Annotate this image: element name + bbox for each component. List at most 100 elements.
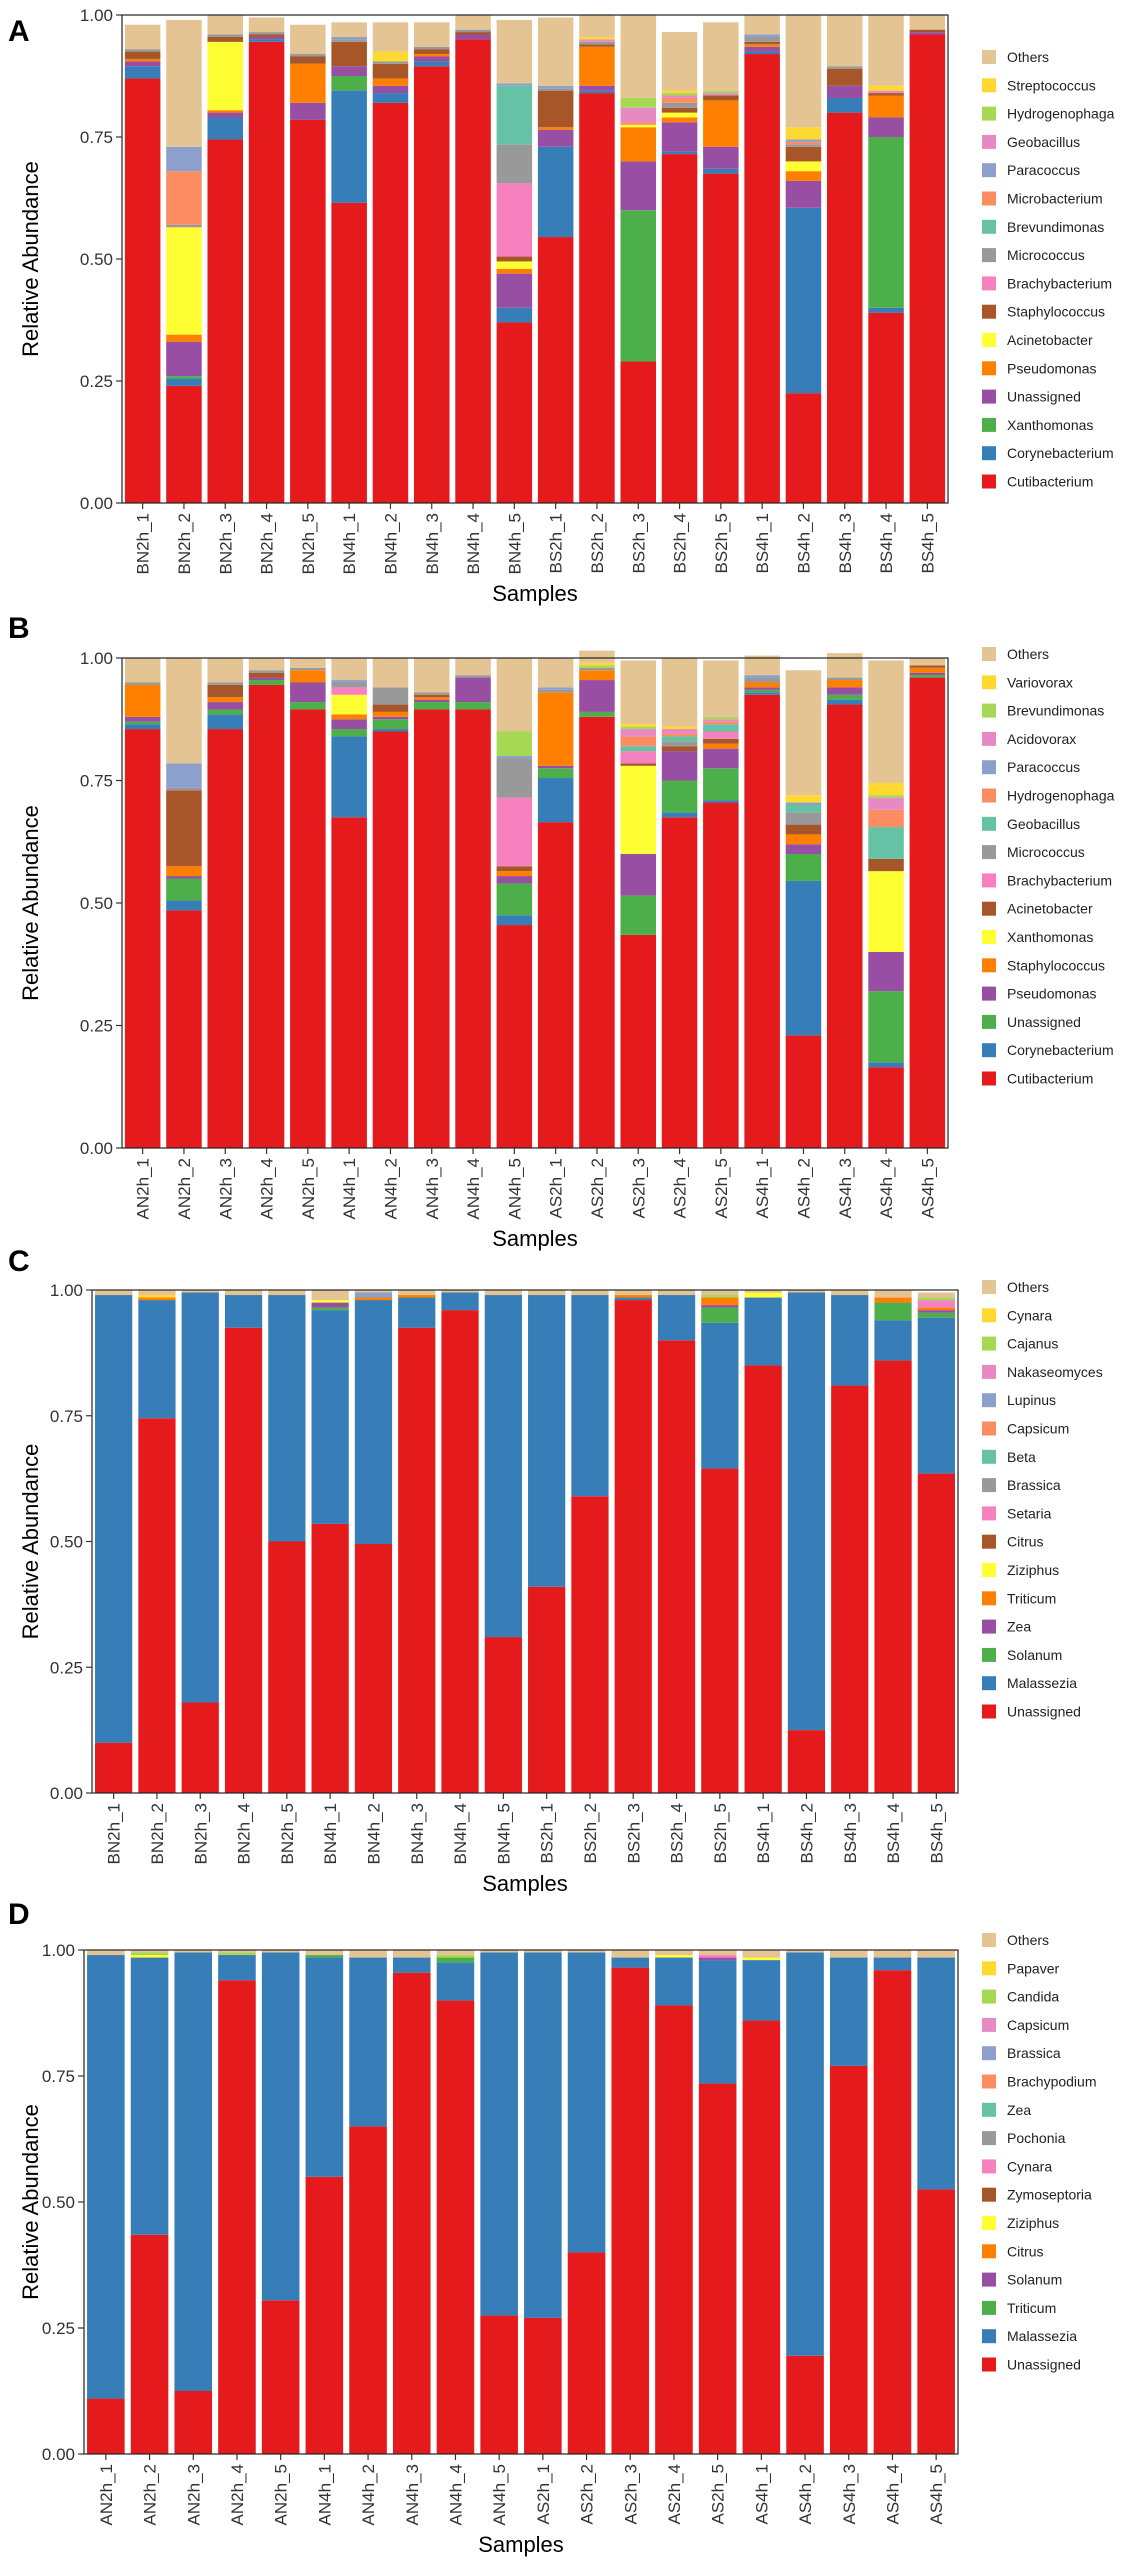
x-tick-label: BS4h_5 <box>918 513 937 574</box>
chart-panels: A 0.00 0.25 0.50 0.75 1.00 BN2h_1 BN2h_2 BN2h_3 B… <box>8 6 1115 2557</box>
bar-segment-others <box>698 1950 737 1956</box>
x-tick-label: BS4h_3 <box>836 513 855 574</box>
legend-swatch <box>982 1449 996 1464</box>
bar-segment-acinetobacter <box>620 763 657 766</box>
bar-segment-micrococcus <box>537 689 574 693</box>
bar-segment-micrococcus <box>248 670 285 673</box>
x-tick-label: AS2h_2 <box>588 1158 607 1219</box>
bar-segment-cutibacterium <box>455 39 491 504</box>
bar-segment-others <box>124 658 161 683</box>
legend-swatch <box>982 1336 996 1351</box>
bars <box>124 15 946 504</box>
bar-segment-setaria <box>917 1302 955 1308</box>
bar-segment-cynara <box>138 1295 176 1298</box>
bar-segment-paracoccus <box>744 34 780 37</box>
legend-swatch <box>982 276 996 291</box>
bar-segment-brevundimonas <box>496 85 533 145</box>
x-tick-label: AN4h_5 <box>505 1158 524 1219</box>
legend: Others Streptococcus Hydrogenophaga Geobaci… <box>982 49 1115 490</box>
bar-segment-cutibacterium <box>331 817 367 1148</box>
bar-segment-others <box>537 658 574 688</box>
legend-swatch <box>982 1280 996 1294</box>
x-tick-label: AN2h_4 <box>258 1158 277 1219</box>
bar-segment-corynebacterium <box>826 699 863 705</box>
bar-segment-malassezia <box>354 1300 393 1545</box>
bar-segment-micrococcus <box>166 224 202 228</box>
bar-segment-others <box>873 1950 912 1958</box>
bar-segment-corynebacterium <box>372 729 409 732</box>
bar-segment-staphylococcus <box>372 711 409 717</box>
x-tick-label: BS2h_3 <box>629 513 648 574</box>
bar-segment-others <box>744 655 780 676</box>
bar-segment-others <box>392 1950 431 1958</box>
legend-label: Paracoccus <box>1007 162 1080 178</box>
bar-segment-micrococcus <box>661 102 698 108</box>
bar-segment-malassezia <box>744 1297 782 1366</box>
bar-segment-geobacillus <box>620 107 657 123</box>
bar-segment-corynebacterium <box>537 146 574 238</box>
bar-segment-others <box>661 32 698 91</box>
bar-segment-corynebacterium <box>413 61 450 67</box>
bar-segment-cutibacterium <box>372 102 409 503</box>
legend-swatch <box>982 760 996 775</box>
bar-segment-others <box>130 1950 169 1953</box>
bar-segment-unassigned <box>441 1310 479 1793</box>
bar-segment-pseudomonas <box>124 716 161 722</box>
x-tick-label: AN2h_3 <box>184 2464 203 2525</box>
legend-swatch <box>982 1619 996 1634</box>
x-tick-label: AS2h_1 <box>547 1158 566 1219</box>
legend-swatch <box>982 1591 996 1606</box>
legend-label: Acinetobacter <box>1007 332 1093 348</box>
bar-segment-others <box>331 22 367 37</box>
bar-segment-unassigned <box>786 2355 824 2454</box>
bar-segment-pseudomonas <box>909 672 946 676</box>
legend-swatch <box>982 219 996 234</box>
x-tick-label: AN2h_2 <box>141 2464 160 2525</box>
bar-segment-others <box>413 22 450 47</box>
legend: Others Cynara Cajanus Nakaseomyces Lupinus Ca… <box>982 1279 1103 1720</box>
bar-segment-malassezia <box>130 1957 169 2235</box>
bar-segment-others <box>496 19 533 84</box>
bar-segment-micrococcus <box>826 66 863 69</box>
bar-segment-variovorax <box>620 724 657 727</box>
legend-label: Candida <box>1007 1989 1059 2005</box>
x-tick-label: BN2h_5 <box>299 513 318 574</box>
bar-segment-cutibacterium <box>166 910 202 1148</box>
bar-segment-candida <box>218 1952 256 1956</box>
x-tick-label: AN4h_4 <box>446 2464 465 2525</box>
bar-segment-others <box>181 1290 219 1293</box>
bar-segment-staphylococcus <box>703 743 739 749</box>
bar-segment-staphylococcus <box>785 834 822 845</box>
bar-segment-others <box>614 1290 652 1296</box>
bar-segment-acinetobacter <box>496 866 533 872</box>
x-tick-label: AS4h_2 <box>794 1158 813 1219</box>
x-tick-label: AS2h_3 <box>629 1158 648 1219</box>
bar-segment-acinetobacter <box>909 665 946 668</box>
bar-segment-others <box>207 658 244 683</box>
bar-segment-others <box>657 1290 696 1296</box>
bar-segment-malassezia <box>873 1957 912 1971</box>
bar-segment-unassigned <box>124 61 161 67</box>
bar-segment-others <box>372 22 409 52</box>
bar-segment-unassigned <box>909 32 946 35</box>
bar-segment-unassigned <box>305 2176 344 2454</box>
legend-label: Hydrogenophaga <box>1007 106 1115 122</box>
bar-segment-ziziphus <box>742 1957 781 1961</box>
bar-segment-malassezia <box>874 1320 912 1361</box>
legend-label: Micrococcus <box>1007 844 1085 860</box>
bar-segment-corynebacterium <box>661 151 698 155</box>
bar-segment-others <box>398 1290 436 1296</box>
bar-segment-xanthomonas <box>620 765 657 854</box>
x-axis-title: Samples <box>492 1226 578 1251</box>
bar-segment-unassigned <box>496 273 533 308</box>
bar-segment-triticum <box>917 1307 955 1311</box>
bar-segment-unassigned <box>698 2083 737 2454</box>
legend-label: Brachybacterium <box>1007 275 1112 291</box>
bar-segment-cutibacterium <box>537 822 574 1148</box>
bar-segment-acidovorax <box>620 729 657 737</box>
bar-segment-micrococcus <box>496 758 533 798</box>
bar-segment-malassezia <box>831 1295 869 1386</box>
bar-segment-micrococcus <box>290 667 326 671</box>
bar-segment-lupinus <box>354 1292 393 1298</box>
bar-segment-micrococcus <box>785 144 822 147</box>
